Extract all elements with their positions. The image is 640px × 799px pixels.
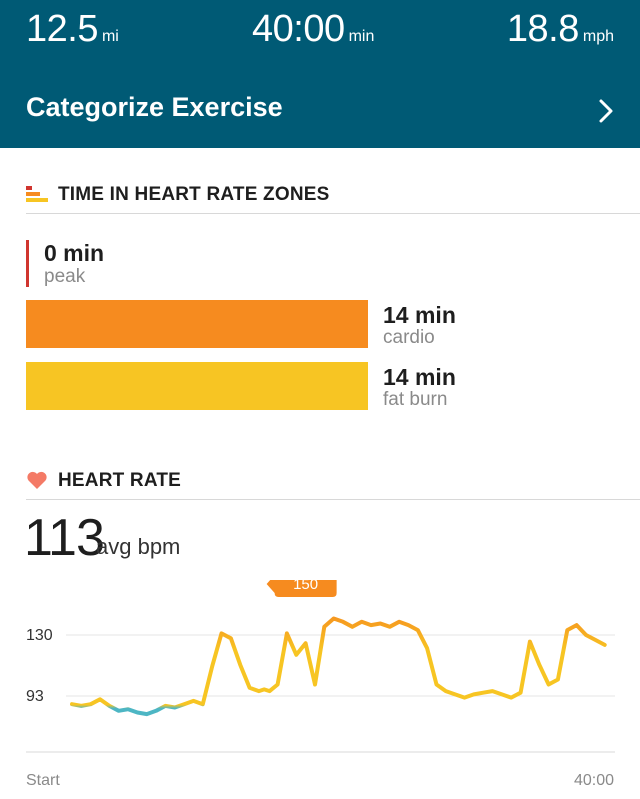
pace-stat: 18.8 mph <box>507 8 614 51</box>
distance-unit: mi <box>101 28 119 45</box>
distance-value: 12.5 <box>26 8 98 50</box>
peak-bpm-tag: 150 <box>266 580 337 598</box>
heart-rate-line <box>70 616 607 717</box>
cardio-zone-bar <box>26 300 368 348</box>
chevron-right-icon[interactable] <box>598 98 614 124</box>
x-start-label: Start <box>26 772 60 789</box>
avg-bpm-unit: avg bpm <box>96 534 181 559</box>
zones-section-title: TIME IN HEART RATE ZONES <box>58 184 330 205</box>
zones-bars-icon <box>26 186 48 202</box>
cardio-zone-label: cardio <box>383 327 435 348</box>
y-tick-label: 130 <box>26 627 53 644</box>
fat-burn-zone-label: fat burn <box>383 389 448 410</box>
peak-zone-marker <box>26 240 29 287</box>
distance-stat: 12.5 mi <box>26 8 119 51</box>
heart-rate-chart[interactable]: 130 93 150 Start 40:00 <box>0 580 640 799</box>
workout-summary-header: 12.5 mi 40:00 min 18.8 mph Categorize Exerc… <box>0 0 640 148</box>
avg-bpm-value: 113 <box>24 509 105 567</box>
pace-unit: mph <box>582 28 614 45</box>
x-end-label: 40:00 <box>574 772 614 789</box>
fat-burn-zone-value: 14 min <box>383 364 456 390</box>
heart-icon <box>27 471 47 489</box>
duration-unit: min <box>348 28 375 45</box>
peak-zone-value: 0 min <box>44 240 105 266</box>
categorize-exercise-button[interactable]: Categorize Exercise <box>26 92 283 122</box>
heart-rate-divider <box>26 499 640 500</box>
y-tick-label: 93 <box>26 688 44 705</box>
duration-value: 40:00 <box>252 8 345 50</box>
peak-bpm-label: 150 <box>293 580 318 593</box>
cardio-zone-value: 14 min <box>383 302 456 328</box>
peak-zone-label: peak <box>44 266 86 287</box>
zones-divider <box>26 213 640 214</box>
heart-rate-section-title: HEART RATE <box>58 470 182 491</box>
pace-value: 18.8 <box>506 8 579 50</box>
fat-burn-zone-bar <box>26 362 368 410</box>
duration-stat: 40:00 min <box>252 8 374 51</box>
